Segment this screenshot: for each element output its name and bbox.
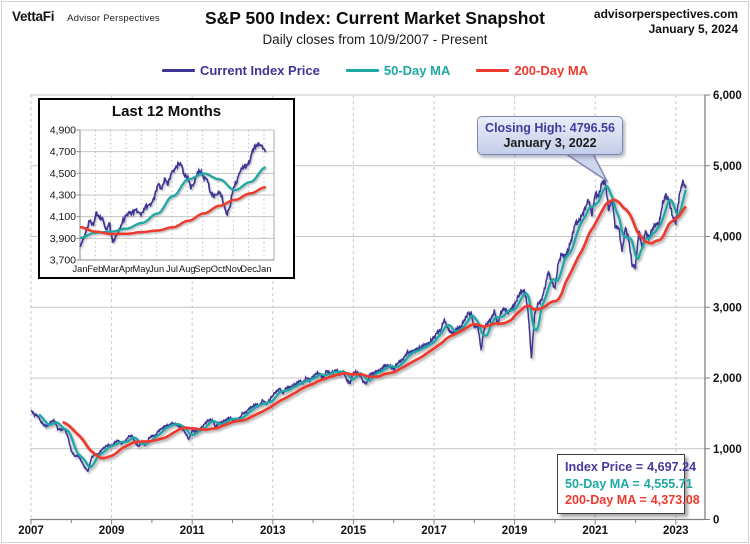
inset-x-tick-label: Jun <box>149 264 164 274</box>
inset-y-tick-label: 4,500 <box>50 168 76 180</box>
inset-x-tick-label: Feb <box>87 264 103 274</box>
legend-label: Current Index Price <box>199 63 320 78</box>
inset-x-tick-label: Jan <box>257 264 272 274</box>
x-tick-label: 2013 <box>260 525 286 537</box>
last-12-months-inset: 3,700 3,900 4,100 4,300 4,500 4,700 4,900 Jan Fe… <box>38 98 295 279</box>
x-tick-label: 2019 <box>502 525 528 537</box>
inset-x-tick-label: Jan <box>73 264 88 274</box>
inset-y-tick-label: 3,900 <box>50 233 76 245</box>
y-tick-label: 2,000 <box>713 373 742 385</box>
y-tick-label: 3,000 <box>713 302 742 314</box>
closing-high-date: January 3, 2022 <box>503 135 597 150</box>
y-tick-label: 0 <box>713 515 719 527</box>
inset-x-tick-label: Mar <box>103 264 119 274</box>
stat-200-day-ma: 200-Day MA = 4,373.08 <box>565 493 700 507</box>
inset-x-tick-label: May <box>133 264 151 274</box>
ma200-line-swatch <box>476 69 510 72</box>
inset-y-tick-label: 4,900 <box>50 125 76 137</box>
x-tick-label: 2009 <box>99 525 125 537</box>
advisor-perspectives-label: Advisor Perspectives <box>67 13 160 24</box>
chart-subtitle: Daily closes from 10/9/2007 - Present <box>262 32 488 47</box>
main-axis-labels: 2007 2009 2011 2013 2015 2017 2019 2021 2023 0 1,0… <box>18 90 742 537</box>
inset-y-tick-label: 4,300 <box>50 190 76 202</box>
inset-title: Last 12 Months <box>111 103 222 120</box>
x-tick-label: 2011 <box>180 525 206 537</box>
chart-date: January 5, 2024 <box>648 22 738 36</box>
inset-x-tick-label: Apr <box>119 264 133 274</box>
inset-axes <box>76 129 274 261</box>
inset-ma200-line <box>79 185 266 236</box>
main-series <box>30 177 687 473</box>
x-tick-label: 2023 <box>663 525 689 537</box>
x-tick-label: 2017 <box>421 525 447 537</box>
inset-x-tick-label: Sep <box>194 264 211 274</box>
y-tick-label: 5,000 <box>713 161 742 173</box>
inset-y-tick-label: 4,100 <box>50 211 76 223</box>
inset-series <box>79 142 267 248</box>
x-tick-label: 2015 <box>341 525 367 537</box>
y-tick-label: 6,000 <box>713 90 742 102</box>
legend-item-200-day-ma: 200-Day MA <box>476 63 588 78</box>
ma200-line <box>62 198 687 460</box>
index-price-line-swatch <box>161 69 195 72</box>
y-tick-label: 4,000 <box>713 232 742 244</box>
inset-y-tick-label: 4,700 <box>50 146 76 158</box>
vettafi-brand: VettaFi Advisor Perspectives <box>12 9 160 24</box>
inset-x-tick-label: Jul <box>166 264 178 274</box>
main-axes <box>30 94 710 525</box>
legend-item-index-price: Current Index Price <box>161 63 320 78</box>
source-block: advisorperspectives.com January 5, 2024 <box>594 7 738 37</box>
closing-high-callout: Closing High: 4796.56 January 3, 2022 <box>477 116 623 155</box>
legend-label: 50-Day MA <box>383 63 451 78</box>
x-tick-label: 2021 <box>582 525 608 537</box>
legend-label: 200-Day MA <box>514 63 589 78</box>
source-site: advisorperspectives.com <box>593 7 738 21</box>
legend-item-50-day-ma: 50-Day MA <box>345 63 451 78</box>
ma50-line-swatch <box>345 69 379 72</box>
closing-high-value: Closing High: 4796.56 <box>485 120 615 135</box>
inset-ma50-line <box>79 166 267 239</box>
stat-50-day-ma: 50-Day MA = 4,555.71 <box>565 476 693 491</box>
inset-x-tick-label: Dec <box>240 264 257 274</box>
main-gridlines <box>30 94 705 520</box>
inset-x-tick-label: Aug <box>179 264 196 274</box>
inset-x-tick-label: Oct <box>211 264 226 274</box>
callout-tail <box>560 151 609 184</box>
vettafi-logo: VettaFi <box>12 9 55 24</box>
inset-x-tick-label: Nov <box>225 264 242 274</box>
current-values-box: Index Price = 4,697.24 50-Day MA = 4,555… <box>557 454 700 514</box>
inset-y-tick-label: 3,700 <box>50 255 76 267</box>
legend: Current Index Price 50-Day MA 200-Day MA <box>0 63 750 78</box>
chart-title: S&P 500 Index: Current Market Snapshot <box>204 8 546 28</box>
stat-index-price: Index Price = 4,697.24 <box>565 460 697 474</box>
y-tick-label: 1,000 <box>713 444 742 456</box>
x-tick-label: 2007 <box>18 525 44 537</box>
